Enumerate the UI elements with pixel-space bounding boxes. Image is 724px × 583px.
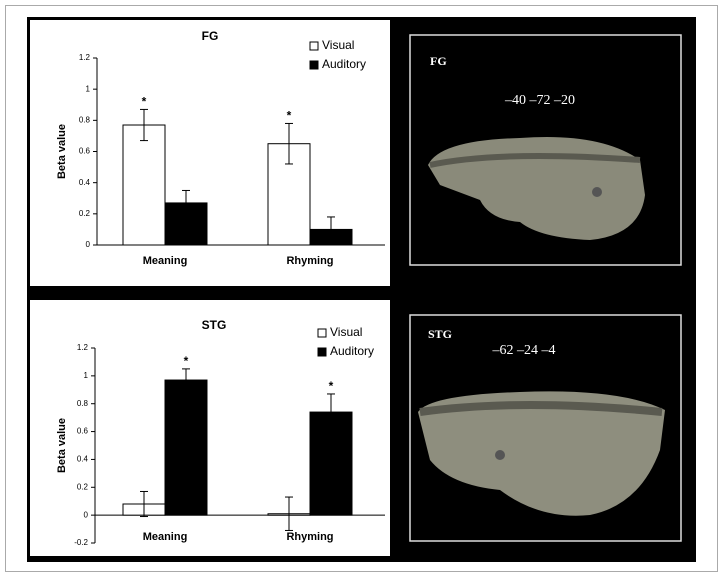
y-tick-label: 0.6: [77, 427, 89, 436]
activation-spot: [495, 450, 505, 460]
y-tick-label: 0.8: [77, 399, 89, 408]
x-tick-label: Rhyming: [286, 255, 333, 267]
y-tick-label: 0.2: [79, 209, 91, 218]
bar: [164, 379, 208, 516]
y-tick-label: 0: [84, 510, 89, 519]
y-tick-label: 0.8: [79, 115, 91, 124]
x-tick-label: Meaning: [143, 531, 188, 543]
y-axis-label: Beta value: [56, 418, 68, 473]
legend-label: Auditory: [322, 57, 366, 71]
y-tick-label: 0: [86, 240, 91, 249]
significance-marker: *: [329, 379, 334, 393]
brain-image: [419, 401, 663, 416]
y-tick-label: 1.2: [79, 53, 91, 62]
x-tick-label: Rhyming: [286, 531, 333, 543]
region-label: FG: [430, 54, 447, 68]
y-tick-label: -0.2: [74, 538, 88, 547]
brain-image: [428, 136, 645, 240]
significance-marker: *: [142, 95, 147, 109]
significance-marker: *: [287, 109, 292, 123]
brain-image: [429, 153, 641, 168]
y-axis-label: Beta value: [56, 124, 68, 179]
y-tick-label: 0.4: [77, 455, 89, 464]
y-tick-label: 1.2: [77, 343, 89, 352]
brain-panel: FG –40 –72 –20: [409, 34, 682, 266]
chart-title: STG: [202, 318, 227, 332]
legend-swatch: [309, 41, 319, 51]
x-tick-label: Meaning: [143, 255, 188, 267]
coordinates: –40 –72 –20: [504, 93, 575, 108]
y-tick-label: 0.4: [79, 178, 91, 187]
legend-swatch: [309, 60, 319, 70]
brain-panel: STG –62 –24 –4: [409, 314, 682, 542]
legend-swatch: [317, 347, 327, 357]
legend-label: Auditory: [330, 344, 374, 358]
significance-marker: *: [184, 354, 189, 368]
legend-swatch: [317, 328, 327, 338]
brain-image: [418, 391, 665, 516]
region-label: STG: [428, 327, 452, 341]
coordinates: –62 –24 –4: [492, 343, 556, 358]
bar: [122, 124, 166, 246]
y-tick-label: 0.2: [77, 482, 89, 491]
legend-label: Visual: [330, 325, 362, 339]
y-tick-label: 1: [86, 84, 91, 93]
activation-spot: [592, 187, 602, 197]
y-tick-label: 1: [84, 371, 89, 380]
chart-title: FG: [202, 29, 219, 43]
legend-label: Visual: [322, 38, 354, 52]
y-tick-label: 0.6: [79, 147, 91, 156]
